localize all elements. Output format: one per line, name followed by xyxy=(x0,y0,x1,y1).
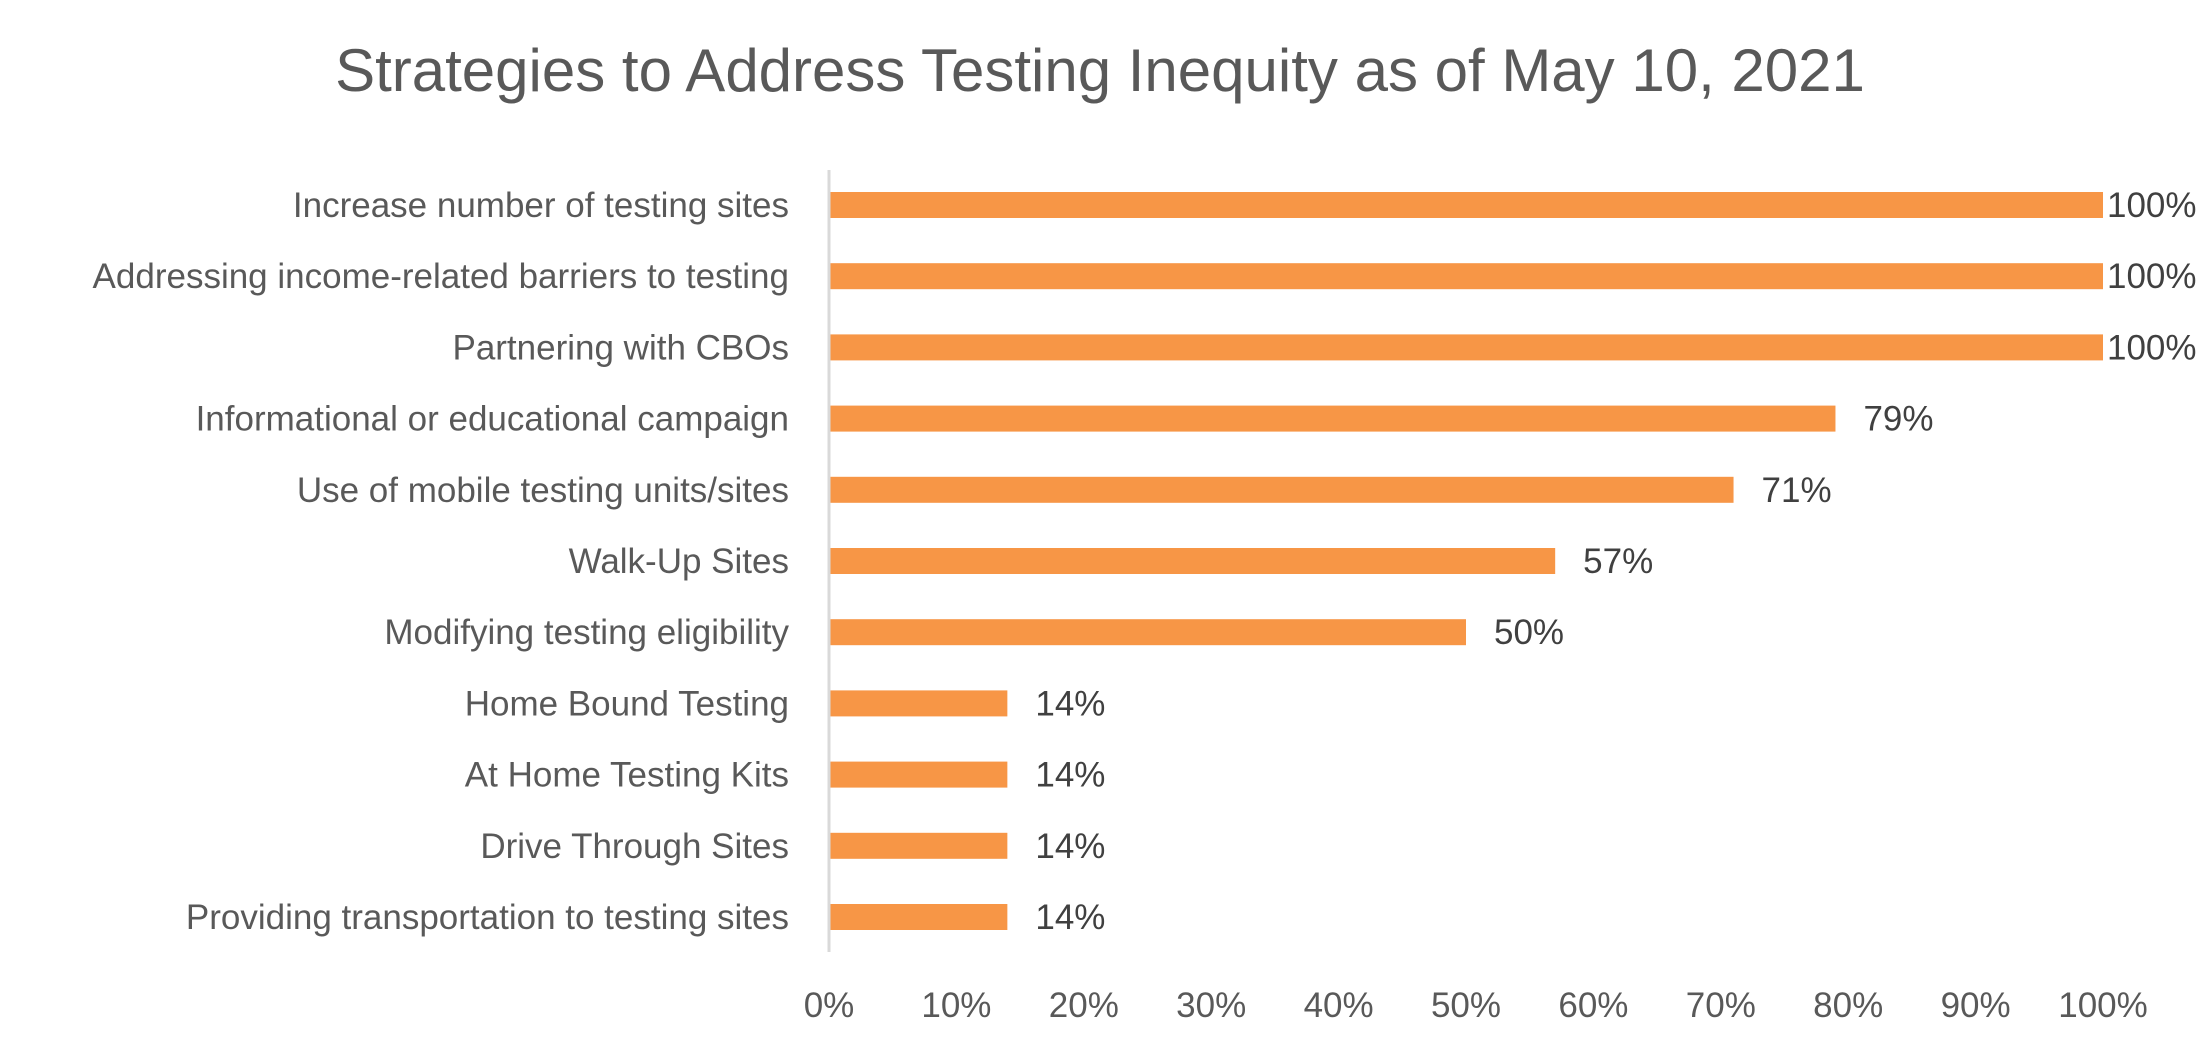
category-label-10: Providing transportation to testing site… xyxy=(186,898,789,937)
category-label-8: At Home Testing Kits xyxy=(465,756,789,795)
x-tick-label-0: 0% xyxy=(804,986,855,1025)
data-label-5: 57% xyxy=(1583,542,1653,581)
chart-title: Strategies to Address Testing Inequity a… xyxy=(335,37,1865,104)
category-label-7: Home Bound Testing xyxy=(465,684,789,723)
x-tick-label-6: 60% xyxy=(1558,986,1628,1025)
x-tick-label-7: 70% xyxy=(1686,986,1756,1025)
data-label-3: 79% xyxy=(1863,400,1933,439)
bar-10 xyxy=(829,904,1008,930)
category-label-5: Walk-Up Sites xyxy=(569,542,789,581)
bar-7 xyxy=(829,690,1008,717)
data-label-4: 71% xyxy=(1762,471,1832,510)
category-label-1: Addressing income-related barriers to te… xyxy=(93,257,789,296)
category-label-6: Modifying testing eligibility xyxy=(384,613,789,652)
x-tick-label-9: 90% xyxy=(1941,986,2011,1025)
category-label-0: Increase number of testing sites xyxy=(293,186,789,225)
data-label-8: 14% xyxy=(1035,756,1105,795)
x-tick-label-8: 80% xyxy=(1813,986,1883,1025)
bar-5 xyxy=(829,548,1556,574)
data-label-2: 100% xyxy=(2107,328,2197,367)
bar-2 xyxy=(829,334,2103,361)
bar-8 xyxy=(829,761,1008,788)
category-labels: Increase number of testing sites Addressi… xyxy=(93,186,790,937)
data-label-1: 100% xyxy=(2107,257,2197,296)
data-label-6: 50% xyxy=(1494,613,1564,652)
category-label-4: Use of mobile testing units/sites xyxy=(297,471,789,510)
x-tick-label-1: 10% xyxy=(921,986,991,1025)
bar-4 xyxy=(829,476,1734,503)
data-label-7: 14% xyxy=(1035,684,1105,723)
x-tick-label-10: 100% xyxy=(2058,986,2148,1025)
data-labels: 100% 100% 100% 79% 71% 57% 50% 14% 14% 14% 14% xyxy=(1035,186,2196,937)
bar-0 xyxy=(829,192,2103,218)
data-label-0: 100% xyxy=(2107,186,2197,225)
bar-1 xyxy=(829,263,2103,290)
bar-6 xyxy=(829,619,1466,646)
data-label-9: 14% xyxy=(1035,827,1105,866)
x-tick-label-2: 20% xyxy=(1049,986,1119,1025)
bar-3 xyxy=(829,405,1836,432)
bar-9 xyxy=(829,832,1008,859)
x-tick-label-3: 30% xyxy=(1176,986,1246,1025)
category-label-2: Partnering with CBOs xyxy=(452,328,789,367)
x-axis-ticks: 0% 10% 20% 30% 40% 50% 60% 70% 80% 90% 100% xyxy=(804,986,2148,1025)
bars-layer xyxy=(829,192,2103,930)
x-tick-label-5: 50% xyxy=(1431,986,1501,1025)
data-label-10: 14% xyxy=(1035,898,1105,937)
x-tick-label-4: 40% xyxy=(1304,986,1374,1025)
category-label-9: Drive Through Sites xyxy=(480,827,789,866)
category-label-3: Informational or educational campaign xyxy=(196,400,789,439)
